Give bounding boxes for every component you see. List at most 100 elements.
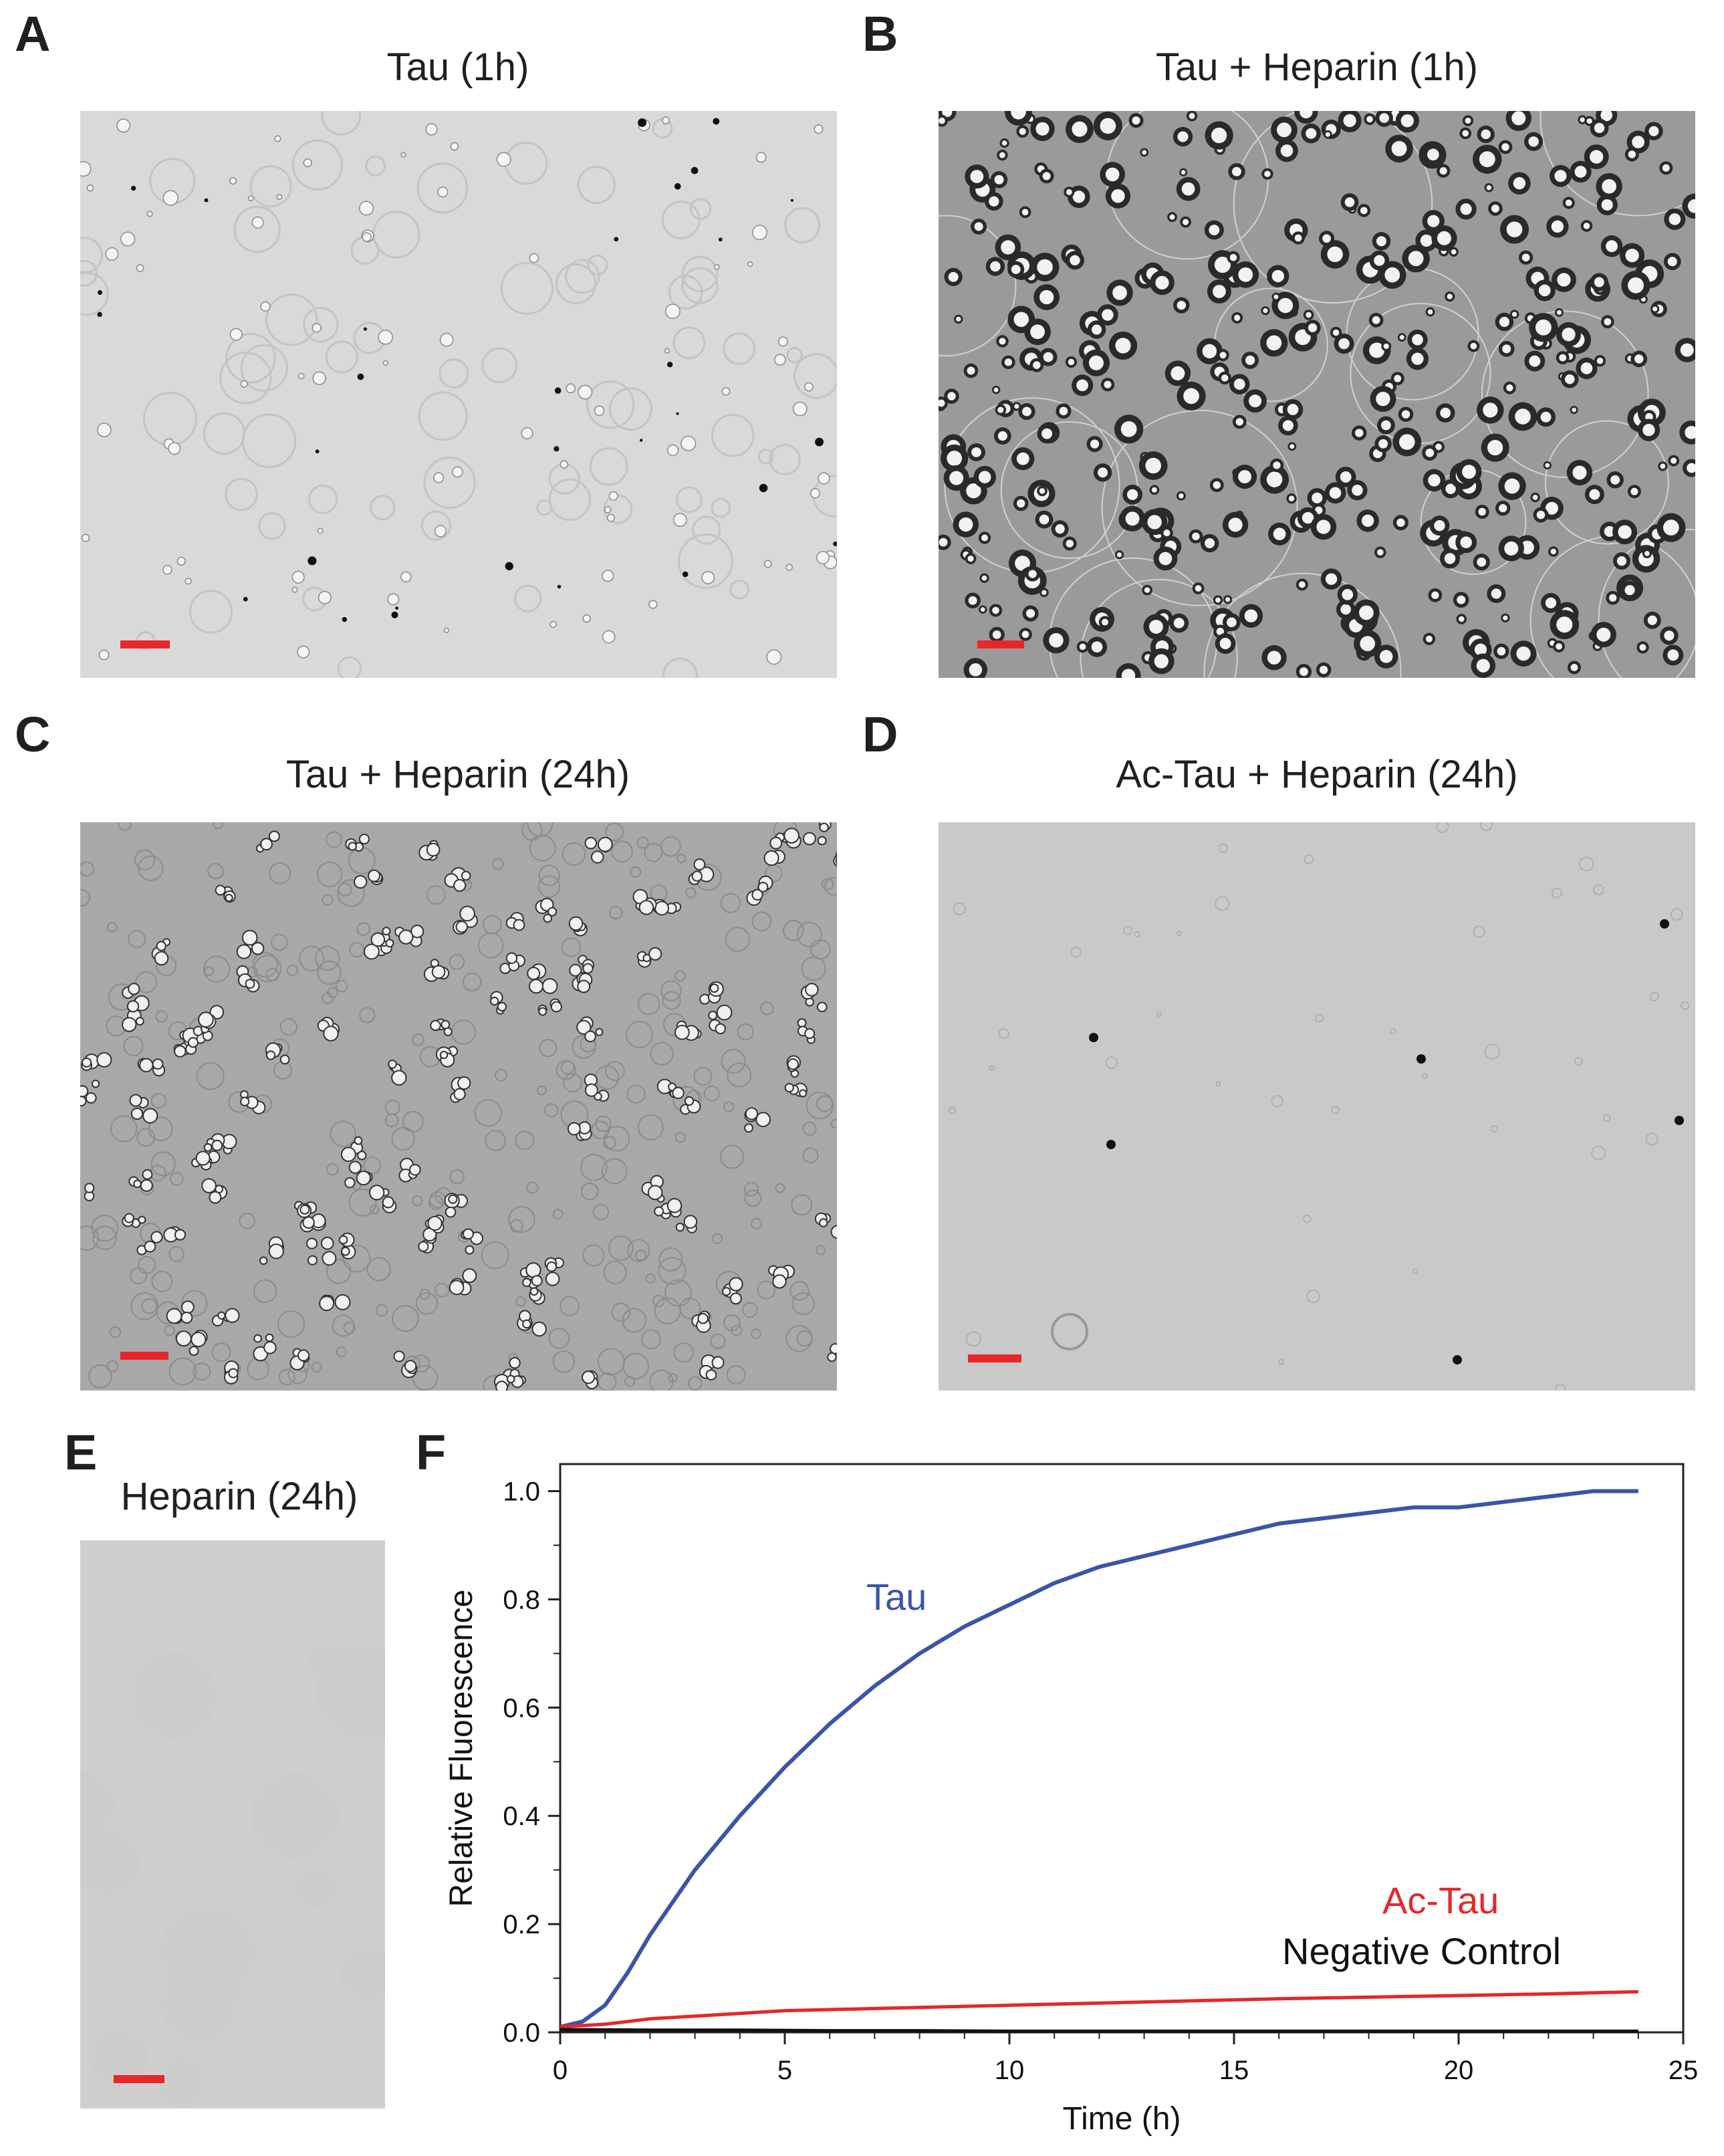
aggregate [241,929,258,946]
droplet-core [1273,527,1286,541]
droplet-core [1528,136,1539,147]
aggregate [297,1349,310,1362]
droplet-core [1412,334,1423,346]
droplet-core [1214,257,1231,273]
droplet-core [1460,203,1472,215]
droplet-core [1664,630,1675,641]
aggregate [683,1215,698,1229]
background-mottle [315,1645,385,1743]
aggregate [489,996,499,1006]
droplet-core [1391,140,1407,156]
droplet-core [1319,665,1328,675]
droplet-core [1669,213,1681,225]
droplet-core [1501,143,1509,151]
droplet-core [1521,253,1530,262]
droplet-core [1477,557,1487,567]
aggregate [567,1122,581,1136]
droplet-core [969,663,983,677]
droplet-ring [668,1373,678,1383]
droplet-core [1361,514,1374,527]
aggregate [721,1287,731,1296]
droplet-core [1059,406,1068,416]
droplet-core [1608,594,1617,602]
droplet [664,304,681,320]
droplet-ring [673,1342,694,1363]
panel-title-b: Tau + Heparin (1h) [1156,45,1478,89]
droplet-core [1606,240,1618,253]
droplet-core [1647,615,1657,625]
dark-particle [204,198,209,203]
droplet-core [1359,605,1374,620]
droplet-core [1004,358,1013,366]
droplet-ring [225,333,276,384]
droplet [450,142,459,151]
droplet-core [1594,277,1604,287]
droplet [714,263,720,270]
droplet-ring [627,1239,650,1262]
droplet-ring [253,1279,277,1304]
droplet-core [947,392,956,400]
droplet-core [1098,467,1108,478]
droplet-core [1043,352,1054,362]
droplet-ring [335,979,348,993]
droplet-core [1580,117,1585,122]
droplet-ring [693,1066,713,1086]
debris [1551,887,1562,899]
debris [1422,1072,1428,1079]
aggregate [531,1275,543,1287]
droplet-ring [801,956,826,981]
droplet [496,152,511,167]
droplet [162,565,172,575]
droplet [608,491,618,501]
droplet-ring [311,1362,322,1373]
droplet-core [1115,338,1131,354]
droplet [810,488,821,499]
background-mottle [128,1651,217,1740]
droplet-core [1447,293,1453,300]
aggregate [509,1356,521,1369]
droplet-core [1163,529,1171,537]
droplet-core [1596,627,1611,642]
debris [1156,1011,1162,1017]
dark-particle [342,616,348,622]
droplet-core [1263,308,1268,314]
droplet-core [1001,140,1007,146]
aggregate [340,1147,356,1163]
droplet-ring [80,861,94,877]
aggregate [174,1229,187,1241]
aggregate [209,1191,222,1204]
debris [1555,1383,1566,1391]
droplet-core [1396,518,1405,527]
aggregate [751,888,763,901]
aggregate [382,927,391,936]
droplet-core [1504,541,1519,556]
droplet-ring [481,347,518,384]
droplet-core [1221,374,1229,382]
aggregate [448,1194,458,1204]
micrograph-a [80,111,837,678]
droplet-core [1590,150,1604,164]
droplet-core [1427,148,1439,161]
droplet-ring [384,1113,399,1128]
droplet [452,466,463,478]
aggregate [138,1215,146,1224]
debris [1215,1081,1221,1086]
aggregate [251,942,265,955]
droplet-core [1600,111,1613,122]
aggregate [541,978,558,994]
droplet-core [981,534,989,542]
droplet-ring [128,930,146,949]
droplet-ring [249,165,292,208]
droplet-core [1556,643,1562,650]
droplet [317,527,324,534]
dark-particle [130,185,136,191]
droplet-core [1011,111,1026,120]
droplet-core [1499,316,1509,328]
droplet-ring [376,1304,388,1317]
droplet [560,460,569,469]
droplet [400,571,412,583]
droplet-core [1202,344,1217,359]
droplet-core [999,152,1005,158]
aggregate [666,1198,683,1213]
debris [989,1065,995,1071]
